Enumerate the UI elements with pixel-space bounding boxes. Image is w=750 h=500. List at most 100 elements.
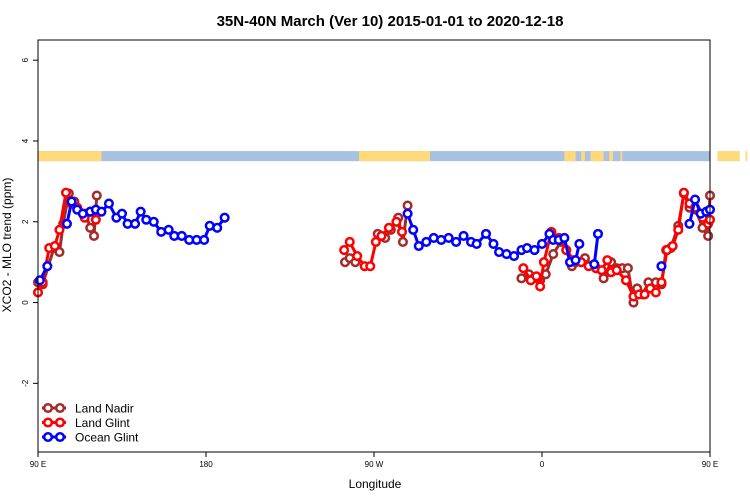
data-point-land-glint [90,214,101,225]
legend-marker-ocean-glint [42,431,54,443]
data-point-ocean-glint [690,194,701,205]
data-point-ocean-glint [480,228,492,239]
data-point-land-glint [656,277,667,288]
land-band-segment [609,151,613,162]
data-point-land-glint [344,236,355,248]
data-point-ocean-glint [574,238,585,250]
data-point-land-glint [370,236,381,248]
land-band-segment [717,151,740,162]
legend-marker-land-glint [42,417,54,428]
data-point-land-glint [678,187,689,198]
land-band-segment [620,151,623,162]
data-point-ocean-glint [66,196,77,207]
data-point-land-nadir [85,222,96,233]
data-point-ocean-glint [116,208,128,219]
y-axis-label: XCO2 - MLO trend (ppm) [0,178,14,313]
y-tick-label: 0 [21,300,30,305]
data-point-land-glint [673,224,684,235]
legend-marker-land-nadir [54,402,66,414]
data-point-land-glint [650,287,661,298]
data-point-land-glint [596,265,607,276]
data-point-ocean-glint [163,224,174,235]
data-point-land-nadir [397,236,408,248]
data-point-ocean-glint [458,230,469,241]
data-point-ocean-glint [130,218,141,229]
x-tick-label: 90 E [702,460,718,469]
legend-label-land-nadir: Land Nadir [75,402,134,416]
land-band-segment [38,151,102,162]
data-point-ocean-glint [421,236,432,248]
data-point-land-glint [518,263,529,274]
data-point-ocean-glint [413,240,424,252]
series-layer [32,187,716,308]
data-point-ocean-glint [34,275,45,286]
data-point-ocean-glint [103,198,114,209]
data-point-land-nadir [516,273,527,284]
data-point-ocean-glint [61,218,72,229]
data-point-ocean-glint [176,230,187,241]
data-point-ocean-glint [42,261,53,272]
y-tick-label: 6 [21,57,30,62]
data-point-land-nadir [91,190,102,201]
data-point-land-glint [391,216,402,227]
data-point-ocean-glint [570,255,581,266]
data-point-land-glint [531,271,542,282]
y-axis: -2 0 2 4 6 [21,57,38,387]
data-point-ocean-glint [148,216,159,227]
data-point-land-nadir [402,200,413,211]
data-point-ocean-glint [443,232,454,243]
data-point-land-glint [376,230,387,241]
data-point-land-nadir [622,263,633,274]
data-point-ocean-glint [96,206,107,217]
data-point-ocean-glint [559,232,570,243]
land-band-segment [590,151,604,162]
y-tick-label: 4 [21,138,30,143]
data-point-land-glint [538,257,549,268]
x-tick-label: 90 E [30,460,46,469]
data-point-ocean-glint [135,206,146,217]
data-point-land-glint [339,244,350,256]
series-line-ocean-glint [592,233,600,265]
data-point-ocean-glint [536,238,548,250]
data-point-ocean-glint [684,218,695,229]
data-point-ocean-glint [529,244,540,256]
data-point-land-glint [49,240,60,252]
data-point-ocean-glint [471,238,482,250]
data-point-land-nadir [703,230,714,241]
data-point-ocean-glint [219,212,230,223]
data-point-ocean-glint [402,208,413,219]
data-point-land-glint [611,265,622,276]
x-tick-label: 0 [540,460,545,469]
data-point-ocean-glint [488,238,499,250]
data-point-land-nadir [548,249,559,260]
data-point-land-glint [667,240,678,252]
data-point-ocean-glint [508,251,520,262]
land-band-segment [359,151,430,162]
land-band-segment [564,151,576,162]
data-point-land-nadir [88,230,100,241]
data-point-land-glint [383,222,394,233]
land-band-segment [581,151,585,162]
x-tick-label: 90 W [365,460,384,469]
data-point-ocean-glint [408,224,419,235]
y-tick-label: 2 [21,219,30,224]
data-point-land-glint [396,226,408,237]
data-point-ocean-glint [592,228,604,239]
y-tick-label: -2 [21,379,30,387]
legend-marker-ocean-glint [54,431,66,443]
legend-label-land-glint: Land Glint [75,416,130,430]
series-land-glint [32,187,716,302]
data-point-land-glint [620,275,632,286]
data-point-land-nadir [598,273,609,284]
legend-marker-land-nadir [42,402,54,414]
land-ocean-band [38,151,748,162]
data-point-land-glint [602,255,613,266]
data-point-land-glint [54,224,65,235]
data-point-ocean-glint [589,259,600,270]
data-point-land-glint [535,281,546,292]
data-point-ocean-glint [199,234,210,245]
x-axis-label: Longitude [349,477,402,491]
data-point-ocean-glint [212,222,223,233]
